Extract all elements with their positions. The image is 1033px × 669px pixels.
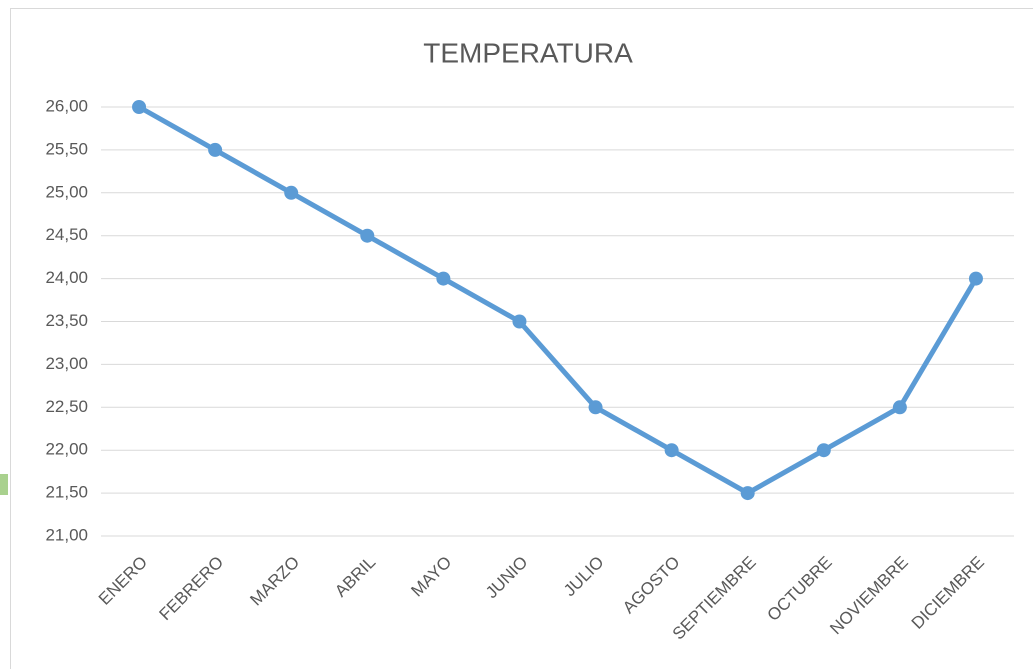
y-tick-label: 25,00 <box>45 182 88 201</box>
point <box>512 314 527 329</box>
side-tab <box>0 474 8 495</box>
point <box>208 142 223 157</box>
point <box>132 100 147 114</box>
point <box>892 400 907 415</box>
chart-border <box>10 8 1033 669</box>
point <box>284 185 299 200</box>
point <box>588 400 603 415</box>
point <box>816 443 831 458</box>
point <box>664 443 679 458</box>
y-tick-label: 22,50 <box>45 397 88 416</box>
y-tick-label: 21,50 <box>45 483 88 502</box>
point <box>436 271 451 286</box>
y-tick-label: 23,00 <box>45 354 88 373</box>
y-tick-label: 25,50 <box>45 139 88 158</box>
y-tick-label: 23,50 <box>45 311 88 330</box>
point <box>740 486 755 501</box>
y-tick-label: 24,50 <box>45 225 88 244</box>
y-tick-label: 24,00 <box>45 268 88 287</box>
y-tick-label: 21,00 <box>45 525 88 544</box>
point <box>968 271 983 286</box>
line <box>137 104 979 496</box>
chart-title: TEMPERATURA <box>423 37 633 68</box>
point <box>360 228 375 243</box>
y-tick-label: 26,00 <box>45 96 88 115</box>
y-tick-label: 22,00 <box>45 440 88 459</box>
